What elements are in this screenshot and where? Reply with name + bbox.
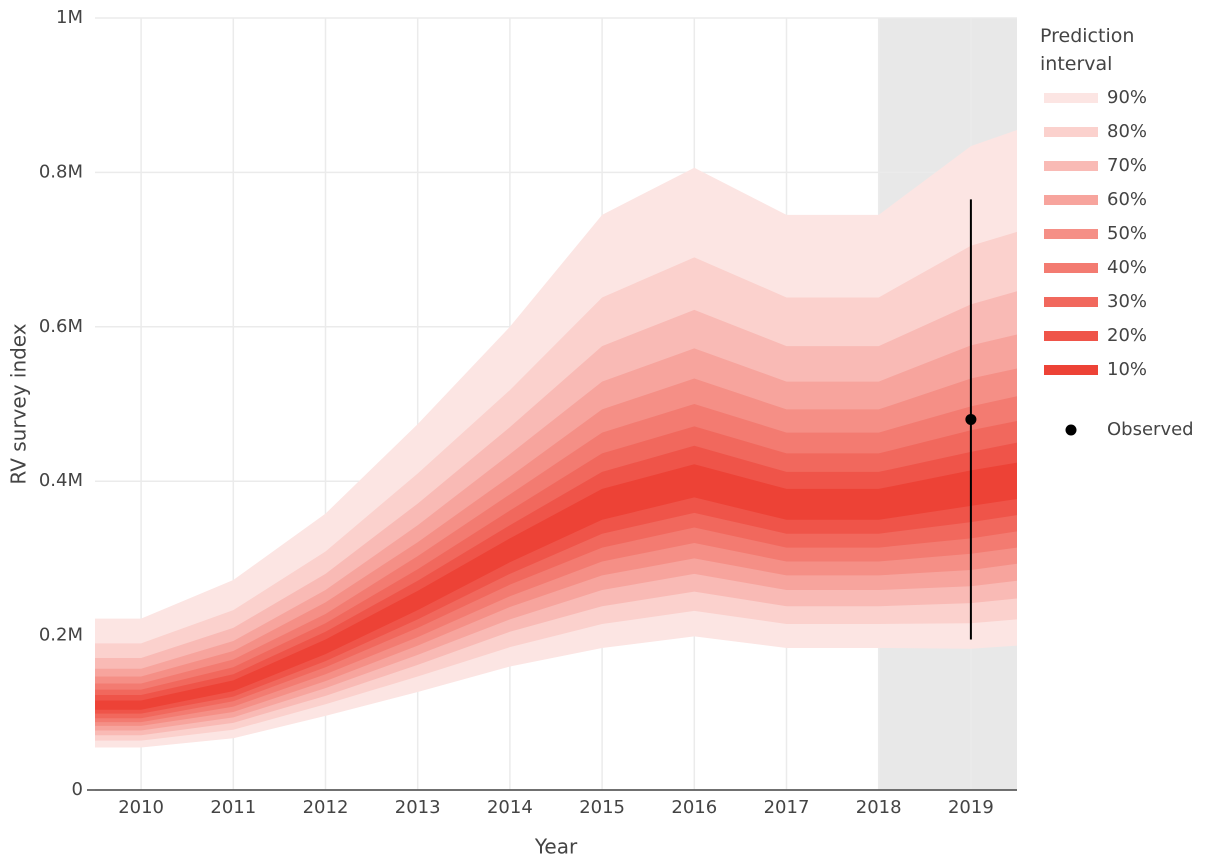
y-tick-label: 0.2M (39, 625, 83, 646)
y-tick-label: 0.6M (39, 316, 83, 337)
y-tick-label: 0 (72, 779, 83, 800)
legend-swatch (1044, 161, 1098, 171)
legend-swatch (1044, 297, 1098, 307)
legend-label: 30% (1107, 291, 1147, 312)
legend-label: Observed (1107, 419, 1194, 440)
legend-label: 20% (1107, 325, 1147, 346)
legend-swatch (1044, 331, 1098, 341)
x-tick-label: 2016 (671, 797, 717, 818)
legend-label: 40% (1107, 257, 1147, 278)
legend-label: 50% (1107, 223, 1147, 244)
x-tick-label: 2019 (948, 797, 994, 818)
legend-label: 10% (1107, 359, 1147, 380)
legend-swatch (1044, 263, 1098, 273)
legend-swatch (1044, 365, 1098, 375)
legend-label: 80% (1107, 121, 1147, 142)
legend-swatch (1044, 93, 1098, 103)
y-tick-label: 0.4M (39, 470, 83, 491)
legend-swatch (1044, 195, 1098, 205)
x-tick-label: 2014 (487, 797, 533, 818)
legend-label: 60% (1107, 189, 1147, 210)
x-tick-label: 2017 (764, 797, 810, 818)
x-tick-label: 2015 (579, 797, 625, 818)
interval-band (95, 462, 1017, 710)
legend-swatch (1044, 127, 1098, 137)
y-axis-title: RV survey index (7, 323, 31, 484)
y-tick-label: 0.8M (39, 161, 83, 182)
legend-label: 70% (1107, 155, 1147, 176)
x-axis-title: Year (534, 835, 578, 859)
legend-marker (1065, 424, 1077, 436)
x-tick-label: 2011 (210, 797, 256, 818)
x-tick-label: 2012 (303, 797, 349, 818)
legend-label: 90% (1107, 87, 1147, 108)
observed-point (965, 413, 977, 425)
legend-swatch (1044, 229, 1098, 239)
x-tick-label: 2010 (118, 797, 164, 818)
y-tick-label: 1M (56, 7, 83, 28)
x-tick-label: 2018 (856, 797, 902, 818)
legend-title: Prediction interval (1040, 25, 1135, 75)
x-tick-label: 2013 (395, 797, 441, 818)
